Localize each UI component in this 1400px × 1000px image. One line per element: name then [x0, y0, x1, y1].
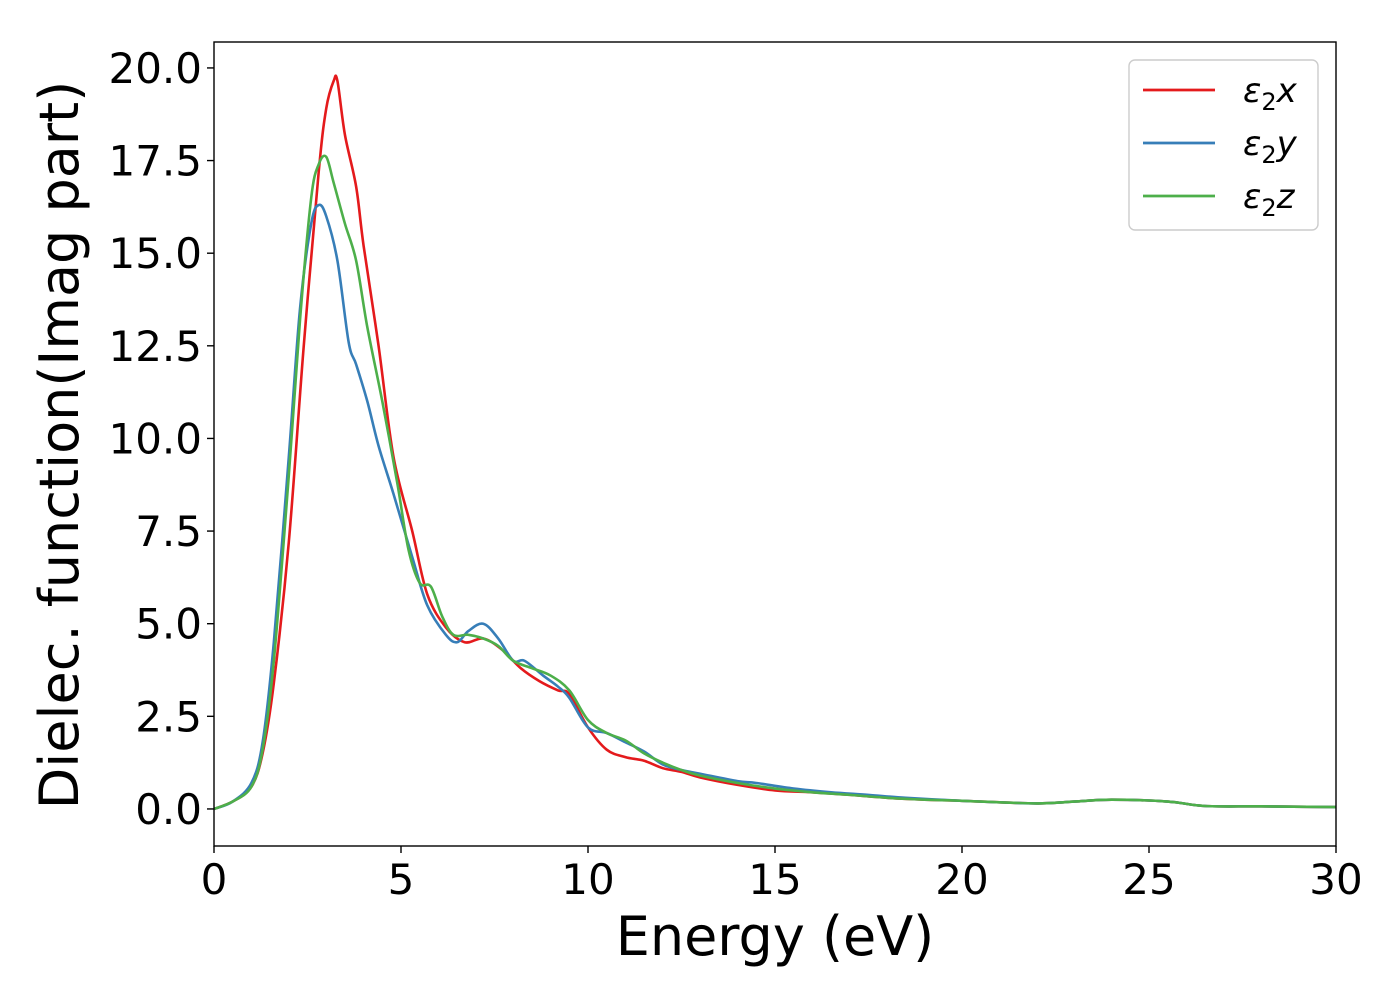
- plot-area: [214, 74, 1336, 811]
- y-tick-label: 17.5: [108, 137, 202, 186]
- legend-box: [1128, 59, 1319, 231]
- x-tick-label: 25: [1122, 855, 1175, 904]
- series-line-y: [214, 203, 1336, 811]
- x-tick-label: 0: [201, 855, 228, 904]
- legend-label-y: ε2y: [1243, 124, 1298, 169]
- y-tick-label: 15.0: [108, 229, 202, 278]
- y-tick-label: 5.0: [135, 600, 202, 649]
- y-axis: 0.0 2.5 5.0 7.5 10.0 12.5 15.0 17.5 20.0: [108, 44, 214, 834]
- x-tick-label: 5: [388, 855, 415, 904]
- series-line-z: [214, 154, 1336, 811]
- y-tick-label: 10.0: [108, 414, 202, 463]
- y-tick-label: 0.0: [135, 785, 202, 834]
- x-tick-label: 30: [1309, 855, 1362, 904]
- y-tick-label: 7.5: [135, 507, 202, 556]
- legend-label-z: ε2z: [1243, 177, 1296, 222]
- y-tick-label: 12.5: [108, 322, 202, 371]
- x-axis-label: Energy (eV): [616, 905, 935, 968]
- y-tick-label: 20.0: [108, 44, 202, 93]
- x-tick-label: 10: [561, 855, 614, 904]
- x-axis: 0 5 10 15 20 25 30: [201, 846, 1363, 904]
- x-tick-label: 20: [935, 855, 988, 904]
- legend-label-x: ε2x: [1243, 71, 1298, 116]
- x-tick-label: 15: [748, 855, 801, 904]
- plot-frame: [213, 41, 1337, 847]
- legend: ε2x ε2y ε2z: [1128, 59, 1319, 231]
- y-tick-label: 2.5: [135, 692, 202, 741]
- y-axis-label: Dielec. function(Imag part): [28, 81, 91, 810]
